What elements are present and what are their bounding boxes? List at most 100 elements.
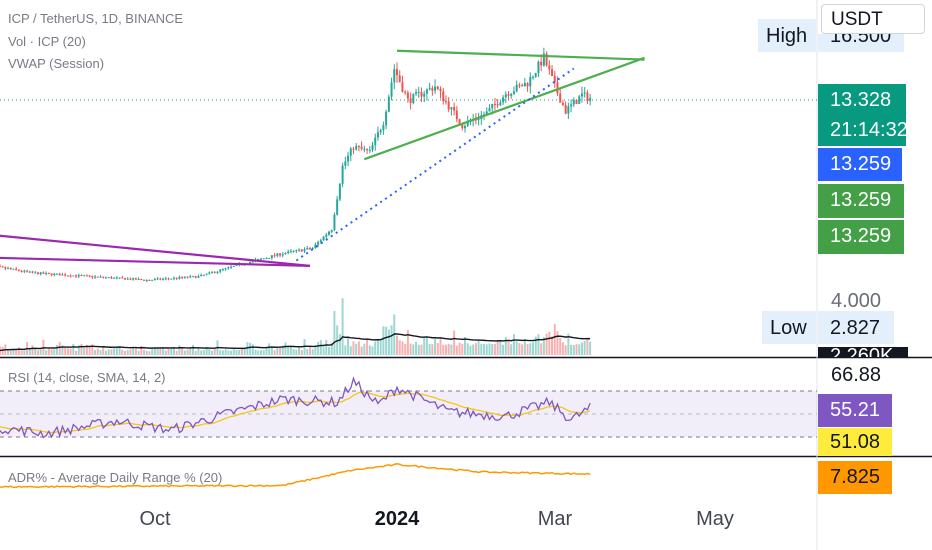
- vwap-legend[interactable]: VWAP (Session): [8, 56, 105, 71]
- candle-body: [311, 248, 314, 250]
- volume-bar: [56, 344, 58, 355]
- last-price-value: 13.328: [830, 89, 892, 111]
- candle-body: [194, 276, 197, 278]
- candle-body: [458, 119, 461, 125]
- volume-bar: [561, 342, 564, 355]
- volume-bar: [28, 349, 31, 355]
- volume-bar: [387, 329, 390, 355]
- candle-body: [230, 266, 233, 268]
- volume-bar: [118, 345, 121, 355]
- candle-body: [526, 82, 529, 87]
- volume-bar: [75, 350, 78, 355]
- volume-bar: [145, 350, 148, 355]
- volume-bar: [363, 343, 366, 355]
- candle-body: [352, 148, 355, 150]
- candle-body: [360, 146, 363, 149]
- candle-body: [308, 247, 311, 249]
- volume-bar: [551, 336, 554, 355]
- candle-body: [336, 199, 339, 215]
- candle-body: [515, 84, 518, 92]
- candle-body: [164, 278, 167, 280]
- candle-body: [461, 124, 464, 129]
- candle-body: [398, 75, 401, 83]
- candle-body: [110, 277, 113, 279]
- currency-button[interactable]: USDT: [821, 4, 925, 34]
- adr-value: 7.825: [830, 466, 881, 488]
- volume-bar: [102, 347, 105, 355]
- candle-body: [567, 106, 570, 114]
- candle-body: [417, 91, 420, 93]
- volume-bar: [213, 349, 216, 355]
- adr-line: [0, 463, 591, 489]
- volume-bar: [450, 344, 453, 355]
- candle-body: [257, 259, 260, 261]
- volume-bar: [230, 350, 233, 355]
- candle-body: [409, 98, 412, 104]
- rsi-value: 55.21: [830, 399, 881, 421]
- volume-bar: [504, 336, 507, 355]
- overlay-lines: [0, 49, 645, 489]
- candle-body: [265, 258, 268, 260]
- volume-bar: [159, 347, 162, 355]
- candle-body: [28, 271, 31, 273]
- volume-bar: [376, 339, 379, 355]
- volume-bar: [515, 341, 518, 355]
- rsi-legend[interactable]: RSI (14, close, SMA, 14, 2): [8, 370, 166, 385]
- candle-body: [281, 254, 284, 256]
- candle-body: [47, 272, 50, 274]
- volume-bar: [257, 350, 260, 355]
- candle-body: [570, 104, 573, 107]
- volume-bar: [439, 337, 442, 355]
- volume-bar: [417, 344, 420, 355]
- blue-price-value: 13.259: [830, 153, 892, 175]
- symbol-legend[interactable]: ICP / TetherUS, 1D, BINANCE: [8, 11, 184, 26]
- volume-bar: [104, 350, 107, 355]
- candle-body: [200, 274, 203, 277]
- candle-body: [496, 104, 499, 106]
- candle-body: [9, 268, 12, 270]
- candle-body: [75, 275, 78, 277]
- rsi-ma-line: [0, 391, 591, 434]
- volume-bar: [243, 347, 246, 355]
- candle-body: [262, 258, 265, 260]
- volume-bar: [512, 334, 515, 355]
- volume-bar: [246, 342, 249, 355]
- candle-body: [7, 268, 10, 270]
- candle-body: [349, 148, 352, 156]
- candle-body: [444, 101, 447, 103]
- volume-bar: [464, 336, 466, 355]
- volume-bar: [205, 347, 208, 355]
- candle-body: [26, 270, 29, 272]
- volume-bar: [412, 344, 415, 355]
- candle-body: [534, 73, 537, 77]
- x-axis-label-oct: Oct: [139, 508, 171, 530]
- candle-body: [151, 279, 154, 281]
- candle-body: [104, 277, 107, 279]
- candle-body: [153, 278, 156, 280]
- volume-bar: [322, 347, 325, 355]
- volume-bar: [148, 351, 151, 355]
- adr-legend[interactable]: ADR% - Average Daily Range % (20): [8, 470, 223, 485]
- candle-body: [542, 53, 545, 66]
- volume-bar: [197, 348, 200, 355]
- volume-legend[interactable]: Vol · ICP (20): [8, 34, 86, 49]
- volume-bar: [559, 337, 562, 355]
- volume-bar: [39, 349, 42, 355]
- volume-bar: [200, 350, 203, 355]
- volume-bar: [545, 333, 548, 355]
- candle-body: [314, 244, 317, 249]
- volume-bar: [260, 350, 262, 355]
- candle-body: [224, 268, 227, 270]
- candle-body: [211, 272, 214, 274]
- volume-bar: [314, 345, 317, 355]
- candle-body: [303, 249, 306, 252]
- candle-body: [145, 279, 148, 281]
- candle-body: [537, 61, 540, 74]
- volume-bar: [170, 348, 173, 355]
- price-axis-label-4000: 4.000: [831, 290, 882, 312]
- volume-bar: [17, 347, 20, 355]
- candle-body: [374, 137, 377, 146]
- volume-bar: [107, 349, 110, 355]
